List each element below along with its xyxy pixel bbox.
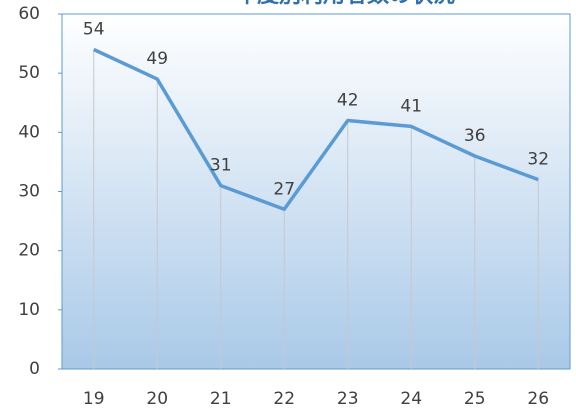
- x-tick-label: 20: [146, 389, 168, 408]
- data-label: 41: [400, 96, 422, 116]
- chart-title: 年度別利用者数の状況: [235, 0, 455, 8]
- x-tick-label: 22: [273, 389, 295, 408]
- x-tick-label: 23: [337, 389, 359, 408]
- data-label: 54: [83, 20, 105, 40]
- x-tick-label: 21: [210, 389, 232, 408]
- y-tick-label: 30: [18, 182, 40, 202]
- data-label: 32: [527, 150, 549, 170]
- data-label: 36: [464, 126, 486, 146]
- series-line: [93, 47, 539, 211]
- x-tick-label: 19: [83, 389, 105, 408]
- y-tick-label: 40: [18, 122, 40, 142]
- y-tick-label: 0: [29, 359, 40, 379]
- y-tick-label: 10: [18, 300, 40, 320]
- x-tick-label: 24: [400, 389, 422, 408]
- data-label: 49: [146, 49, 168, 69]
- y-tick-label: 50: [18, 63, 40, 83]
- y-tick-label: 60: [18, 4, 40, 24]
- data-label: 42: [337, 91, 359, 111]
- y-tick-label: 20: [18, 241, 40, 261]
- data-label: 27: [273, 179, 295, 199]
- plot-area: [61, 13, 571, 370]
- x-tick-label: 25: [464, 389, 486, 408]
- x-tick-label: 26: [527, 389, 549, 408]
- data-label: 31: [210, 156, 232, 176]
